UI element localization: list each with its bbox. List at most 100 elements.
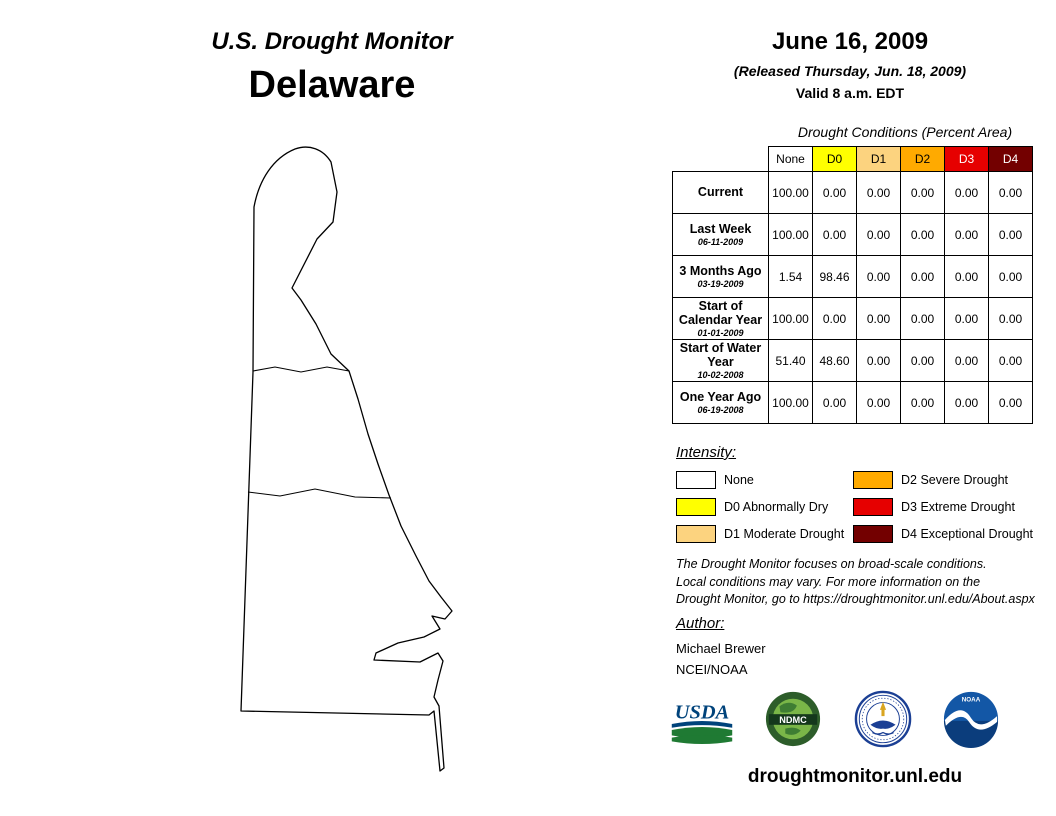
table-row: One Year Ago 06-19-2008 100.00 0.00 0.00… [672,381,1033,424]
legend-item-d1: D1 Moderate Drought [676,525,853,543]
row-header-one-year-ago: One Year Ago 06-19-2008 [672,381,769,424]
legend-label: D1 Moderate Drought [724,527,845,541]
table-cell: 51.40 [768,339,813,382]
legend-label: D0 Abnormally Dry [724,500,829,514]
table-cell: 0.00 [988,339,1033,382]
disclaimer-text: The Drought Monitor focuses on broad-sca… [676,556,1046,609]
table-cell: 0.00 [988,255,1033,298]
table-caption: Drought Conditions (Percent Area) [797,124,1013,140]
map-date: June 16, 2009 [771,28,929,55]
author-block: Author: Michael Brewer NCEI/NOAA [676,615,766,677]
row-header-start-water-year: Start of Water Year 10-02-2008 [672,339,769,382]
row-label: Last Week [689,221,752,236]
table-cell: 0.00 [944,381,989,424]
row-label: 3 Months Ago [679,263,762,278]
footer-url: droughtmonitor.unl.edu [747,766,963,787]
author-organization: NCEI/NOAA [676,662,748,677]
table-cell: 0.00 [944,255,989,298]
usda-logo-text: USDA [675,702,729,724]
table-cell: 0.00 [812,297,857,340]
delaware-map [240,146,453,772]
table-cell: 0.00 [900,339,945,382]
legend-swatch-d0 [676,498,716,516]
legend-label: D4 Exceptional Drought [901,527,1034,541]
row-label: Start of Water Year [679,340,762,369]
state-map [205,140,455,795]
row-header-start-calendar-year: Start of Calendar Year 01-01-2009 [672,297,769,340]
table-cell: 0.00 [812,213,857,256]
author-name: Michael Brewer [676,641,766,656]
drought-conditions-table: None D0 D1 D2 D3 D4 Current 100.00 0.00 … [672,146,1033,424]
row-header-3-months-ago: 3 Months Ago 03-19-2009 [672,255,769,298]
table-cell: 0.00 [944,213,989,256]
table-cell: 0.00 [856,339,901,382]
legend-item-d0: D0 Abnormally Dry [676,498,853,516]
valid-time: Valid 8 a.m. EDT [795,85,905,101]
row-header-current: Current [672,171,769,214]
legend-item-d2: D2 Severe Drought [853,471,1036,489]
row-date: 06-11-2009 [697,237,744,248]
legend-item-d3: D3 Extreme Drought [853,498,1036,516]
noaa-logo-text: NOAA [962,697,981,704]
table-cell: 100.00 [768,297,813,340]
table-cell: 100.00 [768,213,813,256]
legend-column-left: None D0 Abnormally Dry D1 Moderate Droug… [676,471,853,552]
disclaimer-line: The Drought Monitor focuses on broad-sca… [676,557,987,571]
table-cell: 0.00 [900,297,945,340]
row-date: 03-19-2009 [697,279,744,290]
row-date: 01-01-2009 [697,328,744,339]
legend-label: D2 Severe Drought [901,473,1009,487]
table-cell: 1.54 [768,255,813,298]
table-cell: 0.00 [856,255,901,298]
table-cell: 0.00 [944,297,989,340]
table-cell: 0.00 [988,381,1033,424]
table-cell: 0.00 [856,297,901,340]
table-cell: 0.00 [856,213,901,256]
table-cell: 98.46 [812,255,857,298]
table-cell: 0.00 [900,171,945,214]
table-cell: 0.00 [856,171,901,214]
table-row: 3 Months Ago 03-19-2009 1.54 98.46 0.00 … [672,255,1033,298]
date-block: June 16, 2009 (Released Thursday, Jun. 1… [700,28,1000,101]
legend-label: None [724,473,754,487]
legend-heading: Intensity: [676,444,737,461]
table-row: Current 100.00 0.00 0.00 0.00 0.00 0.00 [672,171,1033,214]
disclaimer-line: Drought Monitor, go to https://droughtmo… [676,592,1035,606]
table-header-row: None D0 D1 D2 D3 D4 [673,146,1033,172]
table-cell: 100.00 [768,381,813,424]
table-cell: 0.00 [944,171,989,214]
column-header-d0: D0 [812,146,857,172]
legend-swatch-none [676,471,716,489]
row-date: 06-19-2008 [697,405,744,416]
legend-item-none: None [676,471,853,489]
county-boundary-line-north [252,366,350,373]
table-corner-cell [673,147,769,172]
county-boundary-line-south [247,488,392,499]
row-label: Start of Calendar Year [678,298,763,327]
legend-swatch-d3 [853,498,893,516]
row-label: One Year Ago [679,389,762,404]
state-name: Delaware [248,64,416,106]
report-header: U.S. Drought Monitor Delaware [132,28,532,107]
table-cell: 0.00 [944,339,989,382]
ndmc-logo-text: NDMC [779,715,807,725]
row-label: Current [697,185,744,200]
disclaimer-line: Local conditions may vary. For more info… [676,574,981,589]
release-date: (Released Thursday, Jun. 18, 2009) [733,63,967,79]
table-row: Last Week 06-11-2009 100.00 0.00 0.00 0.… [672,213,1033,256]
table-row: Start of Water Year 10-02-2008 51.40 48.… [672,339,1033,382]
table-cell: 0.00 [988,171,1033,214]
column-header-d2: D2 [900,146,945,172]
column-header-d1: D1 [856,146,901,172]
column-header-d4: D4 [988,146,1033,172]
table-cell: 0.00 [856,381,901,424]
legend-swatch-d4 [853,525,893,543]
usda-logo: USDA [668,700,736,753]
noaa-logo: NOAA [942,690,1000,753]
column-header-d3: D3 [944,146,989,172]
row-header-last-week: Last Week 06-11-2009 [672,213,769,256]
ndmc-logo: NDMC [764,690,822,753]
table-cell: 48.60 [812,339,857,382]
report-title: U.S. Drought Monitor [211,28,453,55]
